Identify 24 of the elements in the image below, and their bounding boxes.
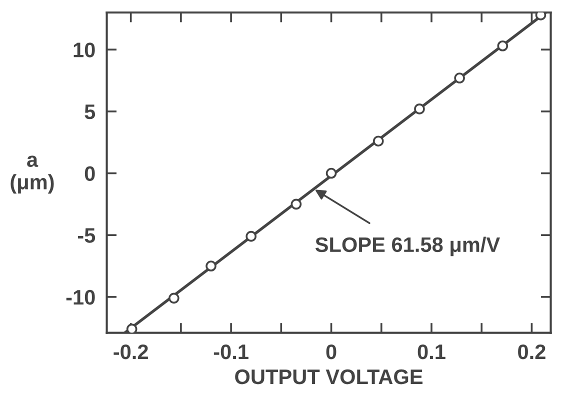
point (246, 230, 257, 242)
annotation: SLOPE 61.58 μm/V (315, 236, 500, 256)
x-axis-title: OUTPUT VOLTAGE (235, 369, 422, 384)
y-axis-title: a (μm) (10, 156, 54, 194)
y-tick-label: 5 (84, 104, 96, 120)
point (206, 260, 216, 272)
x-tick-label: 0.2 (518, 344, 546, 360)
point (326, 168, 337, 179)
point (290, 198, 302, 210)
x-tick-label: 0 (326, 344, 336, 360)
point (454, 72, 465, 84)
point (372, 136, 384, 147)
y-tick-label: 0 (84, 166, 95, 182)
point (168, 292, 180, 304)
x-tick-label: -0.2 (114, 344, 148, 360)
y-tick-label: 10 (74, 42, 95, 58)
point (414, 104, 425, 114)
point (126, 324, 138, 333)
y-tick-label: -5 (78, 228, 96, 243)
point (535, 12, 546, 20)
y-tick-label: -10 (66, 290, 95, 305)
x-tick-label: -0.1 (214, 344, 248, 360)
point (497, 40, 508, 52)
x-tick-label: 0.1 (418, 344, 446, 360)
